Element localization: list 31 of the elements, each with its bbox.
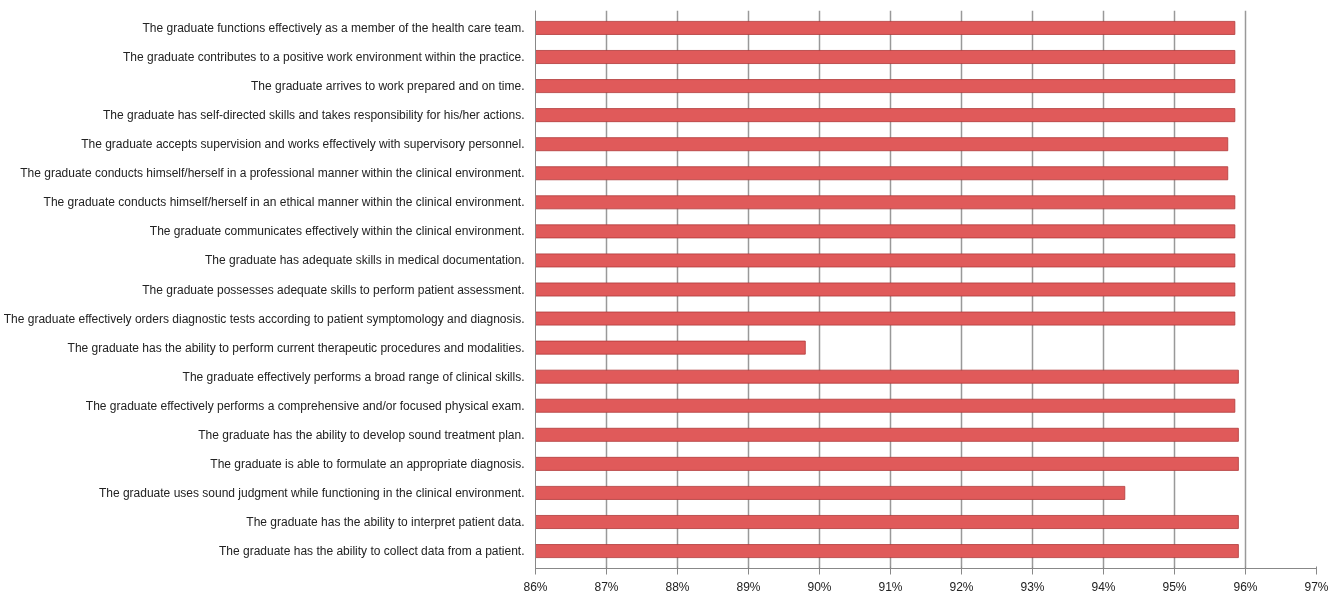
x-tick-label: 91% — [878, 579, 903, 594]
x-tick-label: 96% — [1233, 579, 1258, 594]
x-tick-label: 87% — [594, 579, 619, 594]
y-tick-label: The graduate arrives to work prepared and on time. — [251, 79, 525, 94]
x-tick-label: 88% — [665, 579, 690, 594]
y-tick-label: The graduate has the ability to perform current therapeutic procedures and modalities. — [67, 340, 525, 355]
y-tick-label: The graduate conducts himself/herself in a professional manner within the clinical environment. — [20, 166, 525, 181]
x-tick-label: 93% — [1020, 579, 1045, 594]
y-tick-label: The graduate possesses adequate skills to perform patient assessment. — [142, 282, 525, 297]
x-tick-label: 95% — [1162, 579, 1187, 594]
y-tick-label: The graduate communicates effectively within the clinical environment. — [149, 224, 525, 239]
y-tick-label: The graduate has the ability to collect data from a patient. — [218, 544, 525, 559]
y-tick-label: The graduate conducts himself/herself in an ethical manner within the clinical environment. — [43, 195, 525, 210]
x-tick-label: 97% — [1304, 579, 1329, 594]
y-tick-label: The graduate functions effectively as a member of the health care team. — [142, 20, 525, 35]
y-tick-label: The graduate accepts supervision and works effectively with supervisory personnel. — [81, 137, 525, 152]
y-tick-label: The graduate is able to formulate an appropriate diagnosis. — [210, 456, 525, 471]
x-tick-label: 92% — [949, 579, 974, 594]
x-tick-label: 94% — [1091, 579, 1116, 594]
x-tick-label: 90% — [807, 579, 832, 594]
y-tick-label: The graduate effectively performs a comprehensive and/or focused physical exam. — [85, 398, 525, 413]
y-tick-label: The graduate has the ability to interpret patient data. — [246, 515, 525, 529]
x-tick-label: 86% — [523, 579, 548, 594]
y-tick-label: The graduate contributes to a positive work environment within the practice. — [122, 50, 525, 64]
y-tick-label: The graduate effectively orders diagnostic tests according to patient symptomology and diagnosis. — [3, 311, 525, 326]
y-tick-label: The graduate effectively performs a broad range of clinical skills. — [182, 369, 525, 384]
x-tick-label: 89% — [736, 579, 761, 594]
y-tick-label: The graduate has the ability to develop sound treatment plan. — [198, 427, 525, 442]
y-tick-label: The graduate uses sound judgment while functioning in the clinical environment. — [98, 485, 525, 500]
y-tick-label: The graduate has adequate skills in medical documentation. — [204, 253, 525, 268]
y-tick-label: The graduate has self-directed skills and takes responsibility for his/her actions. — [102, 108, 525, 123]
